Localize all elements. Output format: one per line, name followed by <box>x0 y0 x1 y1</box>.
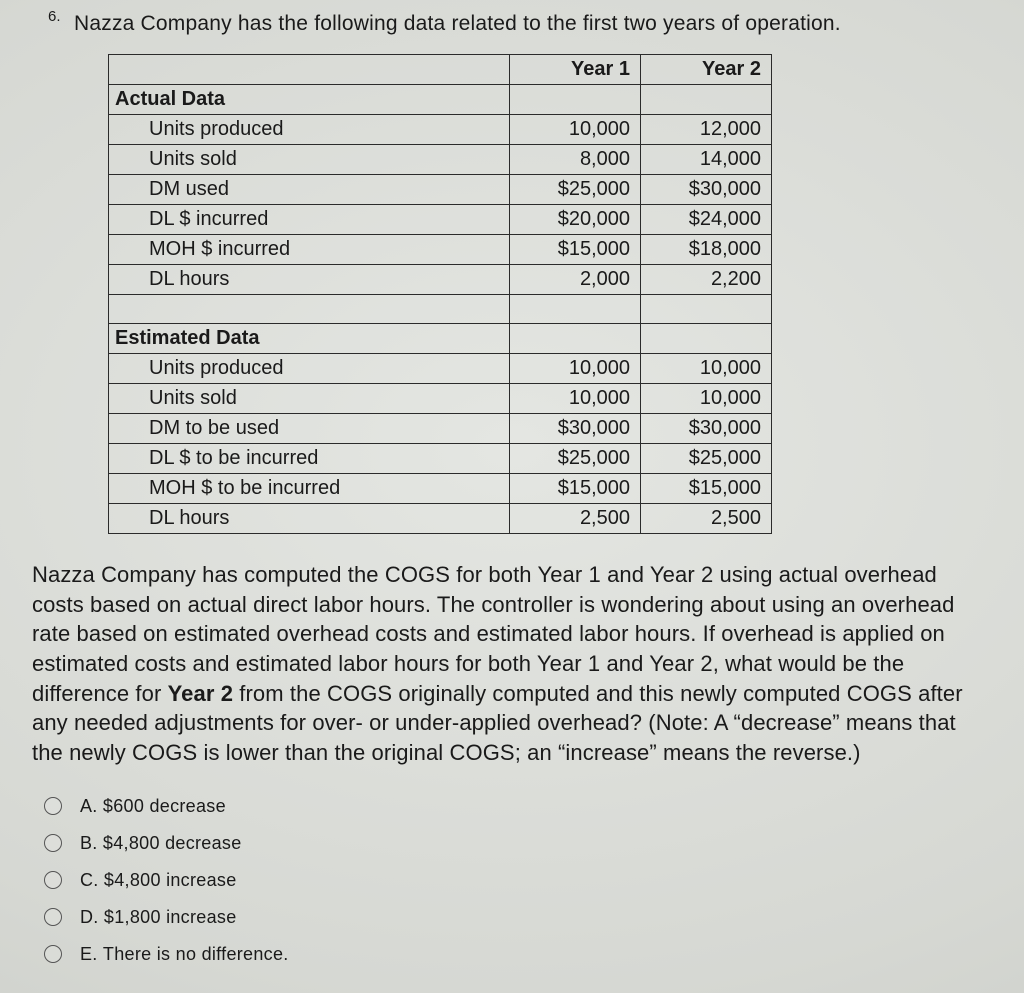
question-stem-top: Nazza Company has the following data rel… <box>74 12 994 36</box>
data-table-wrap: Year 1 Year 2 Actual Data Units produced… <box>108 54 994 534</box>
table-row: DL $ to be incurred $25,000 $25,000 <box>109 444 772 474</box>
table-row: DM to be used $30,000 $30,000 <box>109 414 772 444</box>
body-bold-year2: Year 2 <box>168 681 233 706</box>
option-label: C. $4,800 increase <box>80 870 237 891</box>
table-cell <box>641 324 772 354</box>
row-label: DL hours <box>119 266 229 293</box>
question-number: 6. <box>48 8 61 25</box>
table-cell: 2,000 <box>510 265 641 295</box>
table-cell: $15,000 <box>510 235 641 265</box>
row-label: DL $ to be incurred <box>119 445 318 472</box>
table-cell: $30,000 <box>510 414 641 444</box>
row-label: MOH $ to be incurred <box>119 475 340 502</box>
answer-options: A. $600 decrease B. $4,800 decrease C. $… <box>44 796 994 965</box>
table-cell <box>641 85 772 115</box>
table-row: DL hours 2,500 2,500 <box>109 504 772 534</box>
table-cell: $15,000 <box>510 474 641 504</box>
table-row: Units sold 8,000 14,000 <box>109 145 772 175</box>
table-cell: 10,000 <box>510 354 641 384</box>
table-cell: $25,000 <box>641 444 772 474</box>
table-cell: $30,000 <box>641 175 772 205</box>
col-header-year1: Year 1 <box>510 55 641 85</box>
table-cell: 2,500 <box>641 504 772 534</box>
table-cell: $25,000 <box>510 444 641 474</box>
table-cell: $25,000 <box>510 175 641 205</box>
table-cell: 2,200 <box>641 265 772 295</box>
table-cell: 12,000 <box>641 115 772 145</box>
row-label: DL $ incurred <box>119 206 268 233</box>
table-cell: 14,000 <box>641 145 772 175</box>
option-label: E. There is no difference. <box>80 944 289 965</box>
radio-icon[interactable] <box>44 871 62 889</box>
row-label: DL hours <box>119 505 229 532</box>
radio-icon[interactable] <box>44 908 62 926</box>
table-cell: 10,000 <box>641 384 772 414</box>
table-row: Units produced 10,000 10,000 <box>109 354 772 384</box>
table-corner-cell <box>109 55 510 85</box>
table-row: MOH $ incurred $15,000 $18,000 <box>109 235 772 265</box>
table-cell <box>510 324 641 354</box>
option-label: A. $600 decrease <box>80 796 226 817</box>
row-label: Units produced <box>119 355 284 382</box>
section-header-estimated: Estimated Data <box>109 324 772 354</box>
option-label: B. $4,800 decrease <box>80 833 242 854</box>
table-row: DM used $25,000 $30,000 <box>109 175 772 205</box>
option-a[interactable]: A. $600 decrease <box>44 796 994 817</box>
table-row: DL hours 2,000 2,200 <box>109 265 772 295</box>
section-header-actual: Actual Data <box>109 85 772 115</box>
radio-icon[interactable] <box>44 834 62 852</box>
table-cell: $20,000 <box>510 205 641 235</box>
radio-icon[interactable] <box>44 945 62 963</box>
col-header-year2: Year 2 <box>641 55 772 85</box>
row-label: Units sold <box>119 385 237 412</box>
option-d[interactable]: D. $1,800 increase <box>44 907 994 928</box>
option-c[interactable]: C. $4,800 increase <box>44 870 994 891</box>
table-cell: 10,000 <box>510 115 641 145</box>
table-cell: 10,000 <box>641 354 772 384</box>
row-label: DM to be used <box>119 415 279 442</box>
table-row: Units produced 10,000 12,000 <box>109 115 772 145</box>
row-label: DM used <box>119 176 229 203</box>
table-cell: 10,000 <box>510 384 641 414</box>
question-page: 6. Nazza Company has the following data … <box>0 0 1024 993</box>
option-b[interactable]: B. $4,800 decrease <box>44 833 994 854</box>
table-cell <box>510 85 641 115</box>
table-row: MOH $ to be incurred $15,000 $15,000 <box>109 474 772 504</box>
section-title: Estimated Data <box>109 324 510 354</box>
table-header-row: Year 1 Year 2 <box>109 55 772 85</box>
row-label: Units sold <box>119 146 237 173</box>
table-cell: 8,000 <box>510 145 641 175</box>
table-row: Units sold 10,000 10,000 <box>109 384 772 414</box>
table-cell: $18,000 <box>641 235 772 265</box>
table-row: DL $ incurred $20,000 $24,000 <box>109 205 772 235</box>
data-table: Year 1 Year 2 Actual Data Units produced… <box>108 54 772 534</box>
section-title: Actual Data <box>109 85 510 115</box>
table-blank-row <box>109 295 772 324</box>
table-cell: $24,000 <box>641 205 772 235</box>
option-label: D. $1,800 increase <box>80 907 237 928</box>
row-label: MOH $ incurred <box>119 236 290 263</box>
option-e[interactable]: E. There is no difference. <box>44 944 994 965</box>
question-body: Nazza Company has computed the COGS for … <box>32 560 988 768</box>
table-cell: $15,000 <box>641 474 772 504</box>
table-cell: $30,000 <box>641 414 772 444</box>
radio-icon[interactable] <box>44 797 62 815</box>
table-cell: 2,500 <box>510 504 641 534</box>
row-label: Units produced <box>119 116 284 143</box>
